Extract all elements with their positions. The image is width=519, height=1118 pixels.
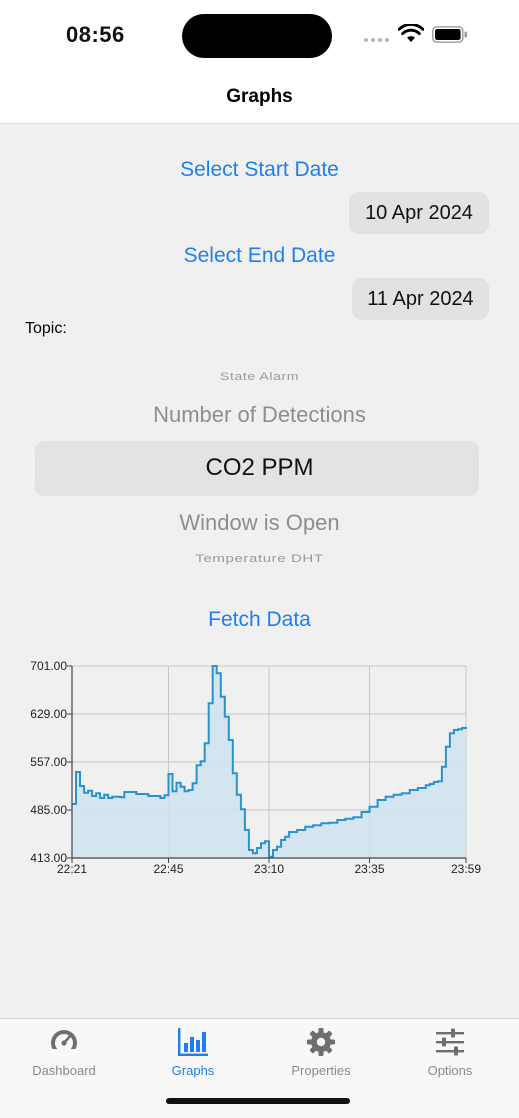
status-time: 08:56 (66, 22, 125, 47)
dynamic-island (182, 14, 332, 58)
tab-options-label: Options (427, 1063, 473, 1078)
tab-options[interactable]: Options (395, 1027, 505, 1078)
navigation-bar: Graphs (0, 72, 519, 124)
battery-icon (432, 26, 467, 43)
chart-series-line (72, 665, 467, 858)
page-title: Graphs (226, 86, 293, 107)
picker-option-selected[interactable]: CO2 PPM (205, 454, 314, 481)
chart-y-labels: 413.00 485.00 557.00 629.00 701.00 (30, 659, 67, 865)
picker-option[interactable]: State Alarm (220, 369, 299, 383)
fetch-data-button[interactable]: Fetch Data (208, 608, 311, 631)
gauge-icon (51, 1030, 77, 1057)
select-end-date-button[interactable]: Select End Date (183, 244, 336, 267)
select-start-date-button[interactable]: Select Start Date (180, 158, 339, 181)
wifi-icon (398, 24, 424, 42)
chart-axes (67, 665, 467, 863)
sliders-icon (436, 1028, 464, 1056)
end-date-value[interactable]: 11 Apr 2024 (352, 278, 489, 320)
chart-y-tick-label: 701.00 (30, 659, 67, 673)
picker-option[interactable]: Number of Detections (153, 402, 366, 427)
chart-x-tick-label: 22:21 (57, 862, 87, 876)
gear-icon (307, 1028, 335, 1056)
chart-y-tick-label: 485.00 (30, 803, 67, 817)
chart-x-labels: 22:21 22:45 23:10 23:35 23:59 (57, 862, 481, 876)
tab-graphs[interactable]: Graphs (138, 1027, 248, 1078)
chart-x-tick-label: 22:45 (153, 862, 183, 876)
start-date-value[interactable]: 10 Apr 2024 (349, 192, 489, 234)
picker-option[interactable]: Window is Open (179, 510, 340, 535)
tab-properties[interactable]: Properties (266, 1027, 376, 1078)
chart-area-fill (72, 666, 466, 858)
tab-properties-label: Properties (291, 1063, 351, 1078)
tab-graphs-label: Graphs (171, 1063, 215, 1078)
chart-y-tick-label: 413.00 (30, 851, 67, 865)
chart-x-tick-label: 23:35 (354, 862, 384, 876)
topic-label: Topic: (25, 320, 67, 337)
co2-line-chart: 413.00 485.00 557.00 629.00 701.00 22:21 22:4… (30, 659, 481, 876)
tab-dashboard-label: Dashboard (32, 1063, 96, 1078)
chart-x-tick-label: 23:10 (254, 862, 284, 876)
chart-x-tick-label: 23:59 (451, 862, 481, 876)
status-bar: 08:56 (0, 0, 519, 72)
picker-selection-highlight (35, 441, 479, 496)
picker-option[interactable]: Temperature DHT (195, 552, 324, 565)
chart-y-tick-label: 629.00 (30, 707, 67, 721)
chart-bar-icon (178, 1028, 208, 1056)
home-indicator (166, 1098, 350, 1104)
tab-dashboard[interactable]: Dashboard (9, 1027, 119, 1078)
chart-y-tick-label: 557.00 (30, 755, 67, 769)
cellular-signal-icon (364, 38, 389, 42)
